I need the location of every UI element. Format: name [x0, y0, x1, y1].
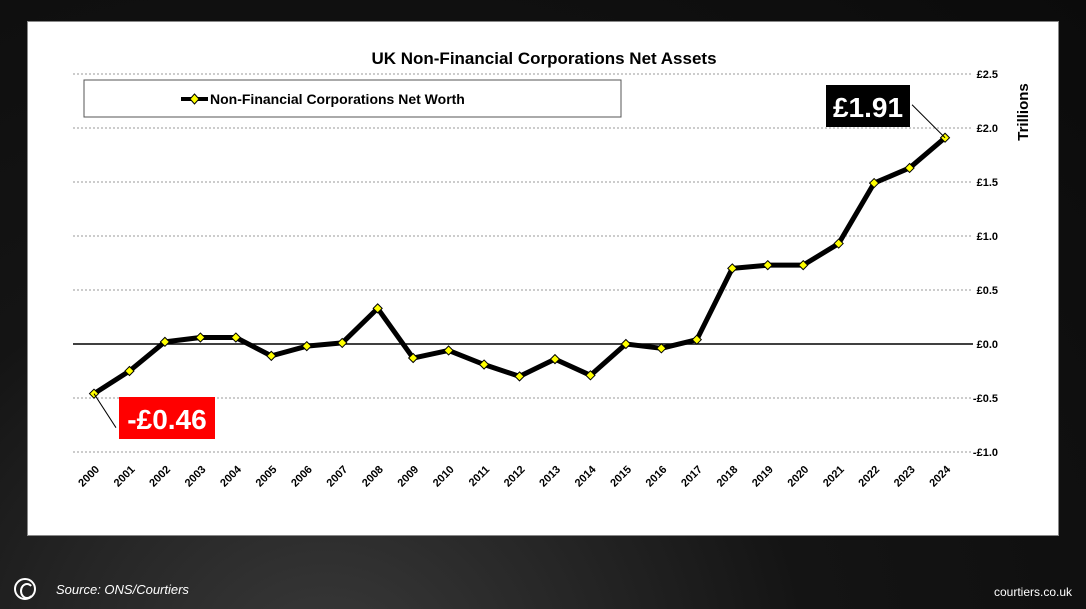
annotation-min-label: -£0.46	[127, 404, 206, 435]
annotation-box-min	[119, 397, 215, 439]
data-point	[904, 162, 915, 174]
x-tick-label: 2001	[112, 464, 138, 490]
x-tick-label: 2008	[360, 464, 386, 490]
x-tick-label: 2004	[218, 463, 244, 489]
y-tick-label: £2.5	[977, 69, 998, 81]
y-axis-label: Trillions	[1015, 83, 1032, 141]
x-tick-label: 2007	[325, 464, 351, 490]
x-tick-label: 2013	[537, 464, 563, 490]
data-point	[266, 350, 277, 362]
data-point	[833, 238, 844, 249]
legend-box	[83, 79, 622, 118]
x-tick-label: 2019	[750, 464, 776, 490]
annotation-box-max	[826, 85, 910, 127]
y-tick-label: £2.0	[977, 123, 998, 135]
x-tick-label: 2011	[467, 464, 492, 489]
annotation-max-label: £1.91	[833, 92, 903, 123]
data-point	[372, 303, 383, 314]
y-tick-label: £1.5	[977, 177, 998, 189]
annotation-arrow	[93, 393, 117, 428]
line-chart: UK Non-Financial Corporations Net Assets…	[73, 49, 1032, 490]
annotation-arrow	[911, 104, 946, 139]
y-tick-label: £0.5	[977, 285, 998, 297]
x-tick-label: 2002	[147, 464, 173, 490]
source-note: Source: ONS/Courtiers	[56, 582, 189, 597]
y-tick-label: -£0.5	[973, 393, 998, 405]
data-point	[159, 336, 171, 348]
website-url: courtiers.co.uk	[993, 585, 1072, 599]
x-tick-label: 2020	[786, 464, 812, 490]
data-point	[620, 338, 632, 350]
chart-panel: UK Non-Financial Corporations Net Assets…	[27, 21, 1059, 536]
x-tick-label: 2024	[927, 463, 953, 489]
courtiers-logo-icon	[14, 578, 36, 600]
x-tick-label: 2018	[715, 464, 741, 490]
data-point	[868, 177, 880, 189]
x-tick-label: 2017	[679, 464, 705, 490]
data-point	[124, 365, 135, 377]
chart-title: UK Non-Financial Corporations Net Assets	[371, 49, 716, 68]
data-point	[301, 340, 312, 352]
x-tick-label: 2003	[183, 464, 209, 490]
data-point	[337, 337, 348, 349]
data-point	[407, 352, 419, 364]
y-tick-label: £0.0	[977, 339, 998, 351]
x-tick-label: 2012	[502, 464, 528, 490]
data-point	[691, 334, 703, 345]
data-point	[443, 345, 454, 356]
y-tick-label: -£1.0	[973, 447, 998, 459]
x-tick-label: 2015	[608, 464, 634, 490]
x-tick-label: 2016	[644, 464, 670, 490]
data-point	[762, 259, 773, 271]
data-point	[656, 343, 667, 354]
series-line	[92, 135, 947, 396]
legend-label: Non-Financial Corporations Net Worth	[210, 91, 465, 107]
x-tick-label: 2000	[76, 464, 102, 490]
x-tick-label: 2023	[892, 464, 918, 490]
x-tick-label: 2014	[573, 463, 599, 489]
data-point	[195, 332, 206, 343]
data-point	[549, 353, 561, 365]
x-tick-label: 2006	[289, 464, 315, 490]
data-point	[727, 263, 738, 274]
data-point	[585, 370, 596, 381]
x-tick-label: 2010	[431, 464, 457, 490]
data-point	[478, 359, 490, 370]
data-point	[514, 371, 525, 382]
y-tick-label: £1.0	[977, 231, 998, 243]
data-point	[230, 332, 242, 343]
data-point	[797, 259, 809, 271]
x-tick-label: 2022	[856, 464, 882, 490]
legend-marker	[189, 93, 200, 105]
x-tick-label: 2009	[395, 464, 421, 490]
x-tick-label: 2005	[254, 464, 280, 490]
x-tick-label: 2021	[821, 464, 847, 490]
